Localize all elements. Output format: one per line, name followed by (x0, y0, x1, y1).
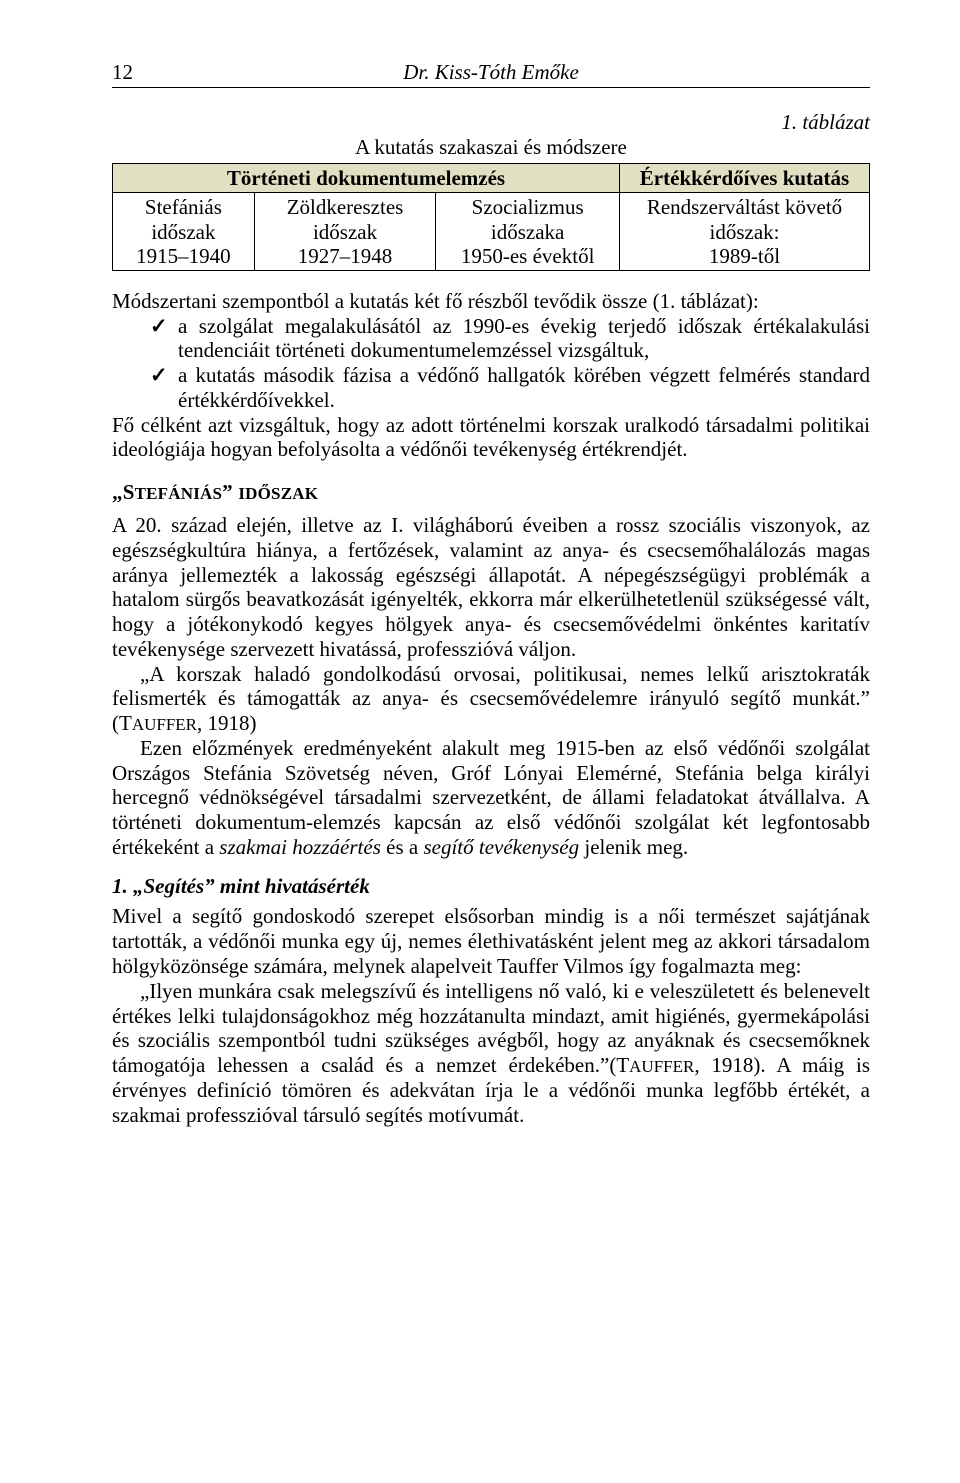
table-header-right: Értékkérdőíves kutatás (620, 164, 870, 193)
list-item: a szolgálat megalakulásától az 1990-es é… (150, 314, 870, 364)
table-cell: Rendszerváltást követő időszak:1989-től (620, 193, 870, 270)
subsection-body: Mivel a segítő gondoskodó szerepet elsős… (112, 904, 870, 1127)
subheading-segites: 1. „Segítés” mint hivatásérték (112, 874, 870, 899)
paragraph: Ezen előzmények eredményeként alakult me… (112, 736, 870, 860)
author-name: Dr. Kiss-Tóth Emőke (133, 60, 849, 85)
table-number: 1. táblázat (112, 110, 870, 135)
running-header: 12 Dr. Kiss-Tóth Emőke 12 (112, 60, 870, 88)
methodology-block: Módszertani szempontból a kutatás két fő… (112, 289, 870, 462)
list-item: a kutatás második fázisa a védőnő hallga… (150, 363, 870, 413)
paragraph: A 20. század elején, illetve az I. világ… (112, 513, 870, 662)
method-check-list: a szolgálat megalakulásától az 1990-es é… (112, 314, 870, 413)
method-intro: Módszertani szempontból a kutatás két fő… (112, 289, 870, 314)
section-heading-stefanias: „STEFÁNIÁS” IDŐSZAK (112, 480, 870, 505)
paragraph: Mivel a segítő gondoskodó szerepet elsős… (112, 904, 870, 978)
paragraph: „Ilyen munkára csak melegszívű és intell… (112, 979, 870, 1128)
section-body: A 20. század elején, illetve az I. világ… (112, 513, 870, 860)
table-caption: A kutatás szakaszai és módszere (112, 135, 870, 160)
method-tail: Fő célként azt vizsgáltuk, hogy az adott… (112, 413, 870, 463)
page-number: 12 (112, 60, 133, 85)
table-header-left: Történeti dokumentumelemzés (113, 164, 620, 193)
paragraph: „A korszak haladó gondolkodású orvosai, … (112, 662, 870, 736)
table-cell: Zöldkeresztes időszak1927–1948 (254, 193, 435, 270)
table-cell: Stefániás időszak1915–1940 (113, 193, 255, 270)
table-cell: Szocializmus időszaka1950-es évektől (436, 193, 620, 270)
periods-table: Történeti dokumentumelemzés Értékkérdőív… (112, 163, 870, 271)
